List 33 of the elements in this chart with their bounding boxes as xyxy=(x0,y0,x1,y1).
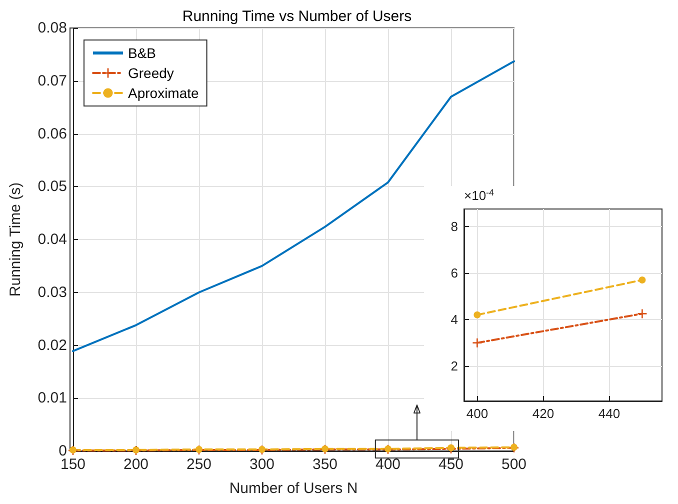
x-tick-label: 400 xyxy=(375,456,401,473)
x-tick-label: 440 xyxy=(598,406,620,421)
x-tick-label: 350 xyxy=(312,456,338,473)
x-tick-label: 250 xyxy=(186,456,212,473)
x-tick-label: 450 xyxy=(438,456,464,473)
point xyxy=(638,309,647,318)
x-tick-label: 420 xyxy=(532,406,554,421)
point xyxy=(474,311,481,318)
y-tick-label: 8 xyxy=(450,218,458,234)
point xyxy=(472,338,482,348)
line-series xyxy=(72,60,515,352)
y-tick-label: 0.08 xyxy=(38,20,67,36)
y-tick-label: 0.07 xyxy=(38,72,67,90)
y-axis-title: Running Time (s) xyxy=(7,182,24,297)
x-tick-label: 400 xyxy=(466,406,488,421)
legend-label: Greedy xyxy=(128,65,174,81)
x-tick-label: 200 xyxy=(123,456,149,473)
y-tick-label: 2 xyxy=(450,358,458,374)
legend-label: B&B xyxy=(128,45,156,61)
y-tick-label: 0.04 xyxy=(38,231,67,248)
y-tick-label: 6 xyxy=(450,266,458,280)
x-tick-label: 300 xyxy=(249,456,275,473)
x-tick-label: 500 xyxy=(501,456,527,473)
legend-label: Aproximate xyxy=(128,85,200,101)
y-tick-label: 0.05 xyxy=(38,178,67,196)
y-tick-label: 0.02 xyxy=(38,336,67,354)
y-tick-label: 4 xyxy=(450,312,458,328)
x-axis-title: Number of Users N xyxy=(229,480,358,497)
chart-title: Running Time vs Number of Users xyxy=(182,8,412,25)
point xyxy=(638,276,646,284)
y-tick-label: 0.01 xyxy=(38,390,67,407)
y-tick-label: 0.03 xyxy=(38,284,67,301)
y-tick-label: 0.06 xyxy=(38,125,67,142)
